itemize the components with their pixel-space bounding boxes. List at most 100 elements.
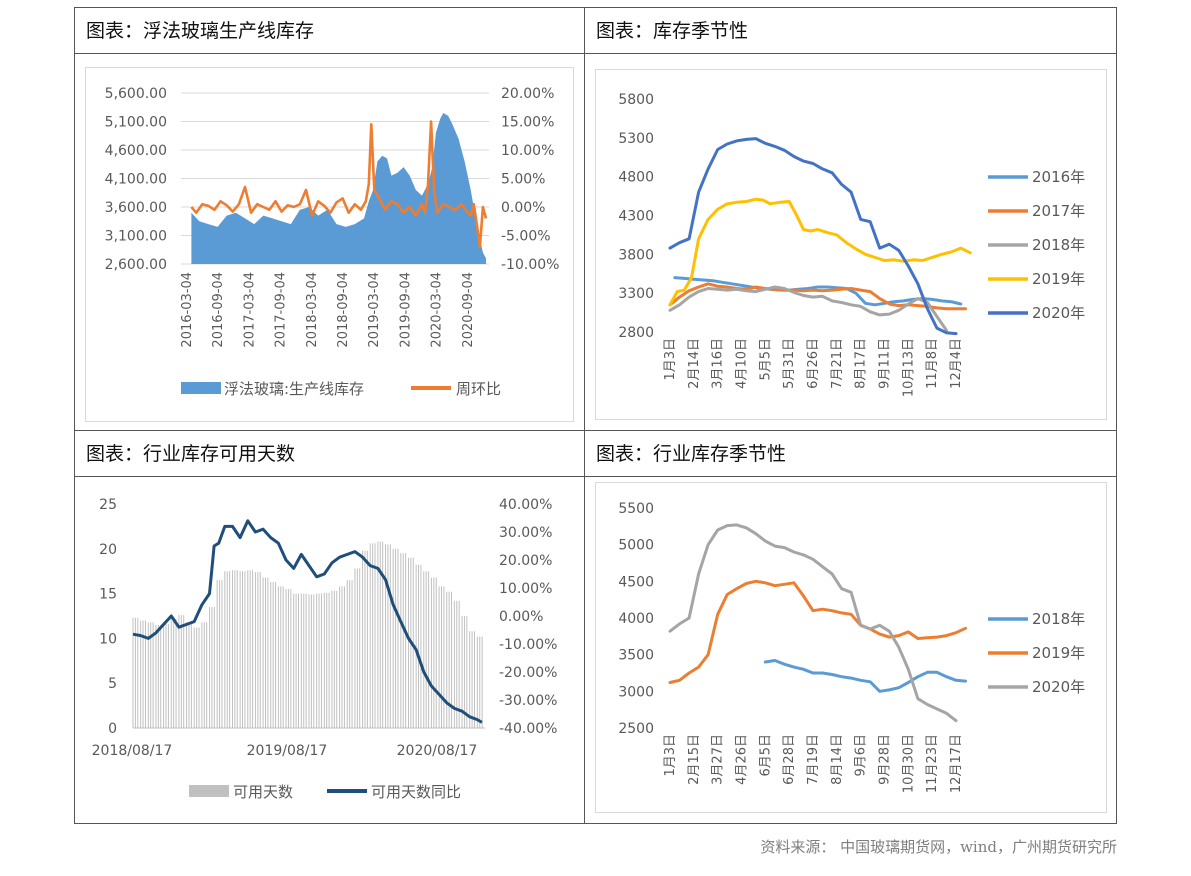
wow-line <box>190 120 488 249</box>
panel-title: 图表：库存季节性 <box>585 8 1116 54</box>
panel-inventory-seasonality: 图表：库存季节性 5800 5300 4800 4300 3800 3300 2800 1月3… <box>584 7 1117 431</box>
legend-label-inventory: 浮法玻璃:生产线库存 <box>224 380 364 398</box>
x-tick-label: 9月6日 <box>854 734 869 777</box>
y-tick-label: 4300 <box>618 209 654 225</box>
y-right-tick-label: 40.00% <box>499 497 552 513</box>
x-tick-label: 4月10日 <box>735 338 750 389</box>
series-line-2019年 <box>668 579 967 684</box>
chart-2-svg: 5800 5300 4800 4300 3800 3300 2800 1月3日 2月14日 3月1… <box>618 92 1085 397</box>
legend-label: 2019年 <box>1032 270 1085 288</box>
y-tick-label: 3000 <box>618 684 654 700</box>
series-line-2018年 <box>763 659 967 693</box>
y-left-tick-label: 4,100.00 <box>105 172 167 188</box>
x-tick-label: 2017-03-04 <box>242 272 257 348</box>
y-left-tick-label: 3,100.00 <box>105 229 167 245</box>
panel-industry-seasonality: 图表：行业库存季节性 5500 5000 4500 4000 3500 3000 2500 1… <box>584 430 1117 824</box>
x-tick-label: 6月5日 <box>758 734 773 777</box>
y-right-tick-label: 5.00% <box>501 172 545 188</box>
chart-3-svg: 25 20 15 10 5 0 40.00% 30.00% 20.00% 10.00% 0.00% -… <box>92 497 558 801</box>
chart-1-svg: 5,600.00 5,100.00 4,600.00 4,100.00 3,600.00… <box>105 86 560 398</box>
x-tick-label: 3月16日 <box>711 338 726 389</box>
y-right-tick-label: -40.00% <box>499 721 557 737</box>
x-tick-label: 4月26日 <box>735 734 750 785</box>
legend-label: 2016年 <box>1032 168 1085 186</box>
y-tick-label: 4800 <box>618 170 654 186</box>
legend-label: 2020年 <box>1032 304 1085 322</box>
y-tick-label: 5800 <box>618 92 654 108</box>
x-tick-label: 1月3日 <box>663 338 678 381</box>
legend-label: 2017年 <box>1032 202 1085 220</box>
y-left-tick-label: 15 <box>99 587 117 603</box>
x-tick-label: 2020-03-04 <box>430 272 445 348</box>
source-note: 资料来源： 中国玻璃期货网，wind，广州期货研究所 <box>760 838 1117 856</box>
y-tick-label: 3300 <box>618 286 654 302</box>
x-tick-label: 6月28日 <box>782 734 797 785</box>
legend-label-yoy: 可用天数同比 <box>371 783 461 801</box>
x-tick-label: 2017-09-04 <box>274 272 289 348</box>
y-right-tick-label: 10.00% <box>499 581 552 597</box>
x-tick-label: 2018-09-04 <box>336 272 351 348</box>
y-right-tick-label: -10.00% <box>499 637 557 653</box>
x-tick-label: 11月8日 <box>925 338 940 389</box>
y-tick-label: 2500 <box>618 721 654 737</box>
x-tick-label: 2020-09-04 <box>461 272 476 348</box>
series-line-2018年 <box>668 285 948 332</box>
legend-label: 2018年 <box>1032 236 1085 254</box>
series-line-2020年 <box>668 137 958 336</box>
y-tick-label: 4500 <box>618 574 654 590</box>
y-left-tick-label: 5,100.00 <box>105 115 167 131</box>
y-tick-label: 5300 <box>618 131 654 147</box>
y-left-tick-label: 3,600.00 <box>105 200 167 216</box>
x-tick-label: 5月5日 <box>758 338 773 381</box>
legend-label: 2018年 <box>1032 610 1085 628</box>
x-tick-label: 6月26日 <box>806 338 821 389</box>
y-right-tick-label: -10.00% <box>501 257 559 273</box>
series-line-2017年 <box>668 282 967 311</box>
y-right-tick-label: 15.00% <box>501 115 554 131</box>
y-right-tick-label: 30.00% <box>499 525 552 541</box>
x-tick-label: 11月23日 <box>925 734 940 793</box>
y-tick-label: 3500 <box>618 648 654 664</box>
x-tick-label: 5月31日 <box>782 338 797 389</box>
y-right-tick-label: 20.00% <box>499 553 552 569</box>
chart-area-3: 25 20 15 10 5 0 40.00% 30.00% 20.00% 10.00% 0.00% -… <box>75 477 584 823</box>
y-left-tick-label: 5 <box>108 676 117 692</box>
y-right-tick-label: 0.00% <box>501 200 545 216</box>
x-tick-label: 7月19日 <box>806 734 821 785</box>
series-line-2020年 <box>668 523 958 723</box>
x-tick-label: 8月14日 <box>830 734 845 785</box>
x-tick-label: 9月28日 <box>878 734 893 785</box>
yoy-line <box>132 519 483 724</box>
inventory-area <box>191 113 486 264</box>
y-left-tick-label: 4,600.00 <box>105 143 167 159</box>
y-left-tick-label: 10 <box>99 631 117 647</box>
x-tick-label: 2018-03-04 <box>305 272 320 348</box>
x-tick-label: 2月15日 <box>687 734 702 785</box>
chart-area-4: 5500 5000 4500 4000 3500 3000 2500 1月3日 2月15日 3月2… <box>595 482 1107 813</box>
y-left-tick-label: 0 <box>108 721 117 737</box>
x-tick-label: 2月14日 <box>687 338 702 389</box>
x-tick-label: 12月17日 <box>949 734 964 793</box>
y-right-tick-label: -30.00% <box>499 693 557 709</box>
y-tick-label: 4000 <box>618 611 654 627</box>
x-tick-label: 2016-03-04 <box>180 272 195 348</box>
x-tick-label: 1月3日 <box>663 734 678 777</box>
x-tick-label: 3月27日 <box>711 734 726 785</box>
panel-glass-inventory: 图表：浮法玻璃生产线库存 5,600.00 5,100.00 4,600.00 4,1… <box>74 7 585 431</box>
x-tick-label: 2020/08/17 <box>397 743 478 759</box>
chart-4-svg: 5500 5000 4500 4000 3500 3000 2500 1月3日 2月15日 3月2… <box>618 501 1085 793</box>
x-tick-label: 2019-09-04 <box>398 272 413 348</box>
chart-area-1: 5,600.00 5,100.00 4,600.00 4,100.00 3,600.00… <box>85 67 574 422</box>
legend-swatch-days <box>189 785 229 797</box>
x-tick-label: 12月4日 <box>949 338 964 389</box>
y-right-tick-label: 20.00% <box>501 86 554 102</box>
panel-title: 图表：行业库存季节性 <box>585 431 1116 477</box>
y-tick-label: 5000 <box>618 538 654 554</box>
series-line-2016年 <box>673 276 963 307</box>
y-tick-label: 3800 <box>618 247 654 263</box>
legend-label-days: 可用天数 <box>233 783 293 801</box>
x-tick-label: 10月13日 <box>901 338 916 397</box>
y-left-tick-label: 2,600.00 <box>105 257 167 273</box>
panel-title: 图表：行业库存可用天数 <box>75 431 584 477</box>
chart-area-2: 5800 5300 4800 4300 3800 3300 2800 1月3日 2月14日 3月1… <box>595 69 1107 420</box>
